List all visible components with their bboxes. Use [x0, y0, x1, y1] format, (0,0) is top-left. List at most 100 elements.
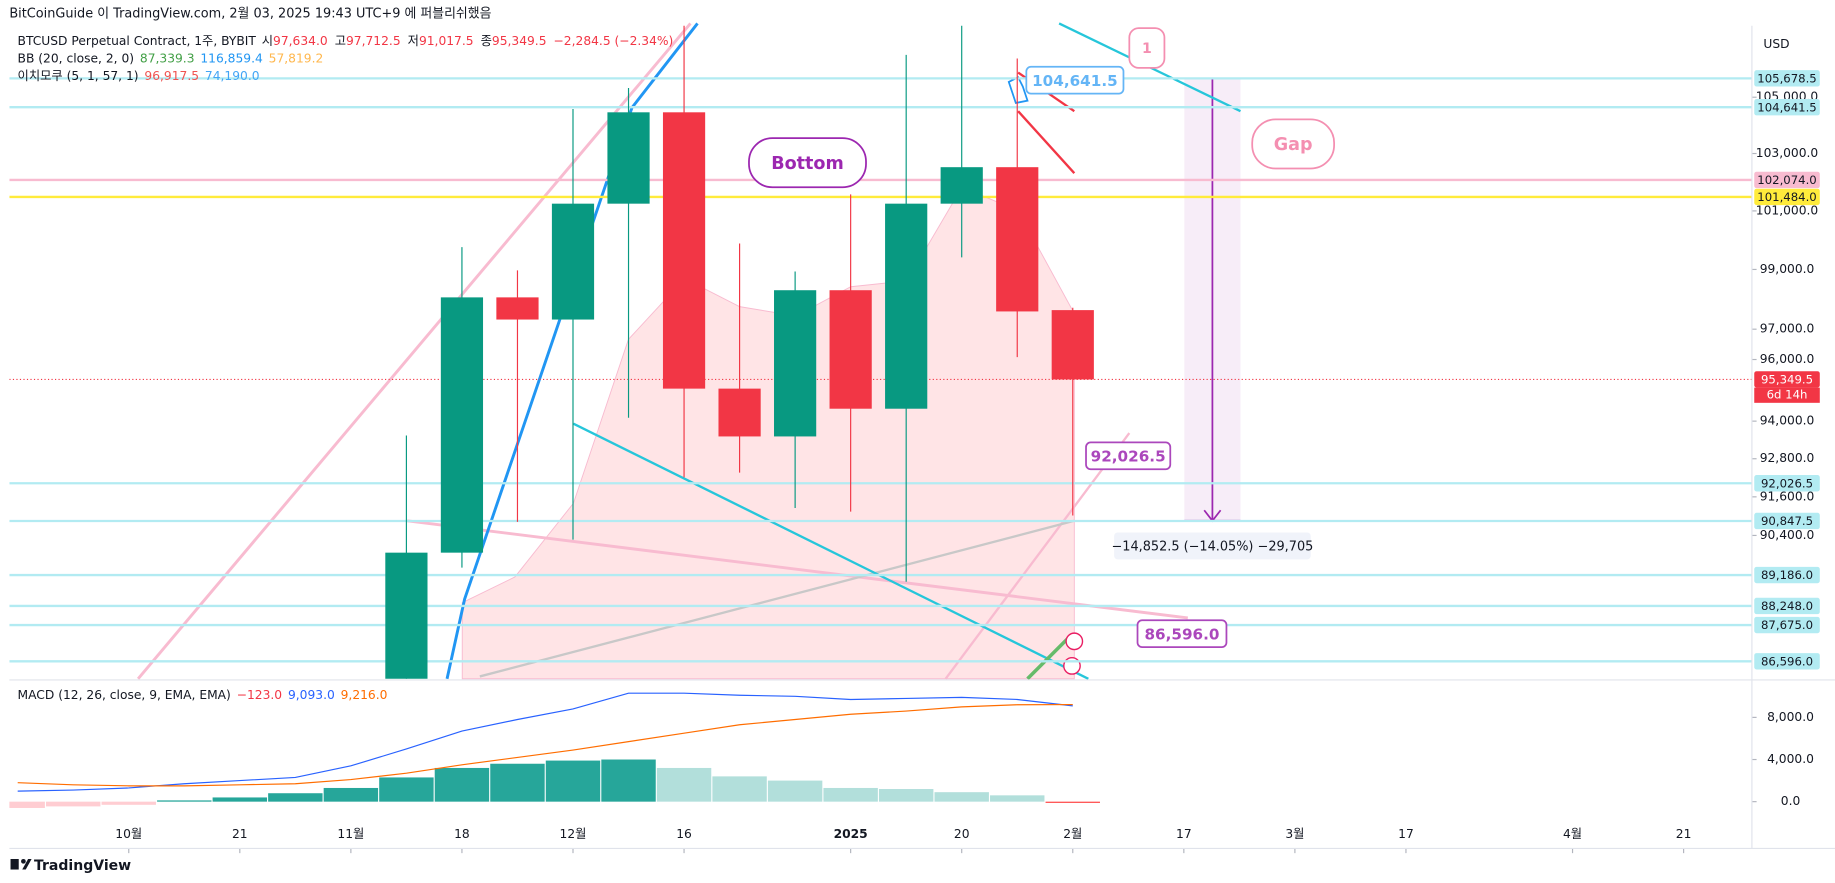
labels: 105,678.5 104,641.5 102,074.0 101,484.0 95,3…	[18, 27, 1820, 702]
annotation: −14,852.5 (−14.05%) −29,705	[1111, 540, 1313, 555]
ohlc-key: 저	[408, 33, 419, 47]
price-label-bg	[1754, 70, 1820, 87]
x-tick-label: 4월	[1563, 827, 1582, 841]
histogram-bar	[101, 801, 156, 805]
indicator-name: 이치모쿠 (5, 1, 57, 1)	[18, 69, 139, 83]
histogram-bar	[656, 767, 712, 802]
ohlc-key: 고	[335, 33, 346, 47]
candle-body	[996, 167, 1039, 312]
price-pane	[9, 25, 1752, 679]
macd-value: −123.0	[237, 688, 282, 702]
histogram-bar	[9, 801, 45, 808]
price-label: 89,186.0	[1761, 568, 1813, 582]
x-tick-label: 2월	[1063, 827, 1082, 841]
indicator-legend: BB (20, close, 2, 0) 87,339.3 116,859.4 57,…	[18, 51, 324, 65]
price-label: 105,678.5	[1757, 71, 1816, 85]
axes: 105,000.0103,000.0101,000.099,000.097,00…	[115, 90, 1818, 854]
candle-body	[829, 290, 872, 409]
y-tick-label: 4,000.0	[1767, 752, 1814, 766]
annotation-box	[748, 137, 867, 189]
histogram-bar	[767, 780, 823, 802]
histogram-bar	[212, 797, 268, 802]
annotation-box	[1128, 27, 1166, 69]
annotation: 86,596.0	[1144, 625, 1219, 643]
y-tick-label: 97,000.0	[1760, 322, 1815, 336]
price-label-bg	[1754, 188, 1820, 206]
marks	[9, 25, 1752, 808]
y-tick-label: 96,000.0	[1760, 352, 1815, 366]
trend-line	[944, 432, 1131, 680]
candle-body	[662, 112, 706, 389]
price-label-bg	[1754, 512, 1820, 530]
ohlc-key: 시	[262, 33, 273, 47]
price-label-bg	[1754, 371, 1820, 388]
y-tick-label: 94,000.0	[1760, 414, 1815, 428]
indicator-value: 57,819.2	[269, 51, 324, 65]
currency: USD	[1763, 37, 1789, 51]
x-tick-label: 21	[1676, 827, 1692, 841]
histogram-bar	[434, 767, 490, 802]
price-label: 102,074.0	[1757, 173, 1816, 187]
ohlc-value: 97,712.5	[346, 33, 401, 47]
price-label-bg	[1754, 597, 1820, 615]
logo-part	[21, 858, 26, 864]
y-tick-label: 8,000.0	[1767, 710, 1814, 724]
candle-body	[385, 552, 428, 679]
y-tick-label: 91,600.0	[1760, 489, 1815, 503]
x-tick-label: 16	[676, 827, 692, 841]
histogram-bar	[990, 795, 1045, 802]
ohlc-key: 종	[481, 33, 492, 47]
histogram-bar	[934, 792, 989, 802]
annotation-box	[1114, 532, 1311, 560]
histogram-bar	[601, 759, 656, 802]
indicator-value: 96,917.5	[144, 69, 199, 83]
price-label-bg	[1754, 99, 1820, 116]
annotation: 104,641.5	[1032, 72, 1118, 90]
histogram-bar	[46, 801, 101, 807]
indicator-value: 74,190.0	[205, 69, 260, 83]
annotation-box	[1085, 441, 1172, 471]
macd-line	[17, 692, 1073, 792]
candle-body	[551, 203, 595, 320]
published-note: BitCoinGuide 이 TradingView.com, 2월 03, 2…	[9, 6, 491, 22]
annotation-box	[1251, 118, 1335, 170]
countdown: 6d 14h	[1767, 388, 1808, 402]
candle-body	[496, 297, 539, 320]
macd-legend: MACD (12, 26, close, 9, EMA, EMA) −123.0 9…	[18, 688, 388, 702]
annotation: Gap	[1274, 135, 1313, 155]
histogram-bar	[823, 787, 878, 802]
macd-title: MACD (12, 26, close, 9, EMA, EMA)	[18, 688, 231, 702]
price-label: 104,641.5	[1757, 100, 1816, 114]
legend: BTCUSD Perpetual Contract, 1주, BYBIT 시97,…	[18, 33, 674, 47]
y-tick-label: 92,800.0	[1760, 451, 1815, 465]
logo-part	[10, 858, 19, 870]
price-label: 88,248.0	[1761, 599, 1813, 613]
event-icon[interactable]	[1065, 632, 1084, 651]
ohlc-value: 91,017.5	[419, 33, 474, 47]
x-tick-label: 3월	[1285, 827, 1304, 841]
x-tick-label: 2025	[834, 827, 868, 841]
x-tick-label: 11월	[337, 827, 364, 841]
price-label: 87,675.0	[1761, 618, 1813, 632]
candle-body	[940, 167, 983, 204]
price-label: 101,484.0	[1757, 190, 1816, 204]
histogram-bar	[157, 800, 212, 802]
ohlc-value: 97,634.0	[273, 33, 328, 47]
trend-line	[572, 422, 1089, 680]
x-tick-label: 17	[1176, 827, 1192, 841]
trend-line	[136, 22, 692, 680]
ohlc-value: 95,349.5	[492, 33, 547, 47]
x-tick-label: 17	[1398, 827, 1414, 841]
candle-body	[1051, 310, 1094, 380]
annotation-box	[1136, 619, 1228, 649]
histogram-bar	[712, 776, 767, 802]
price-label-bg	[1754, 475, 1820, 492]
price-label-bg	[1754, 616, 1820, 634]
y-tick-label: 0.0	[1781, 794, 1801, 808]
indicator-name: BB (20, close, 2, 0)	[18, 51, 135, 65]
x-tick-label: 10월	[115, 827, 142, 841]
histogram-bar	[323, 787, 379, 802]
trend-line	[479, 519, 1075, 678]
